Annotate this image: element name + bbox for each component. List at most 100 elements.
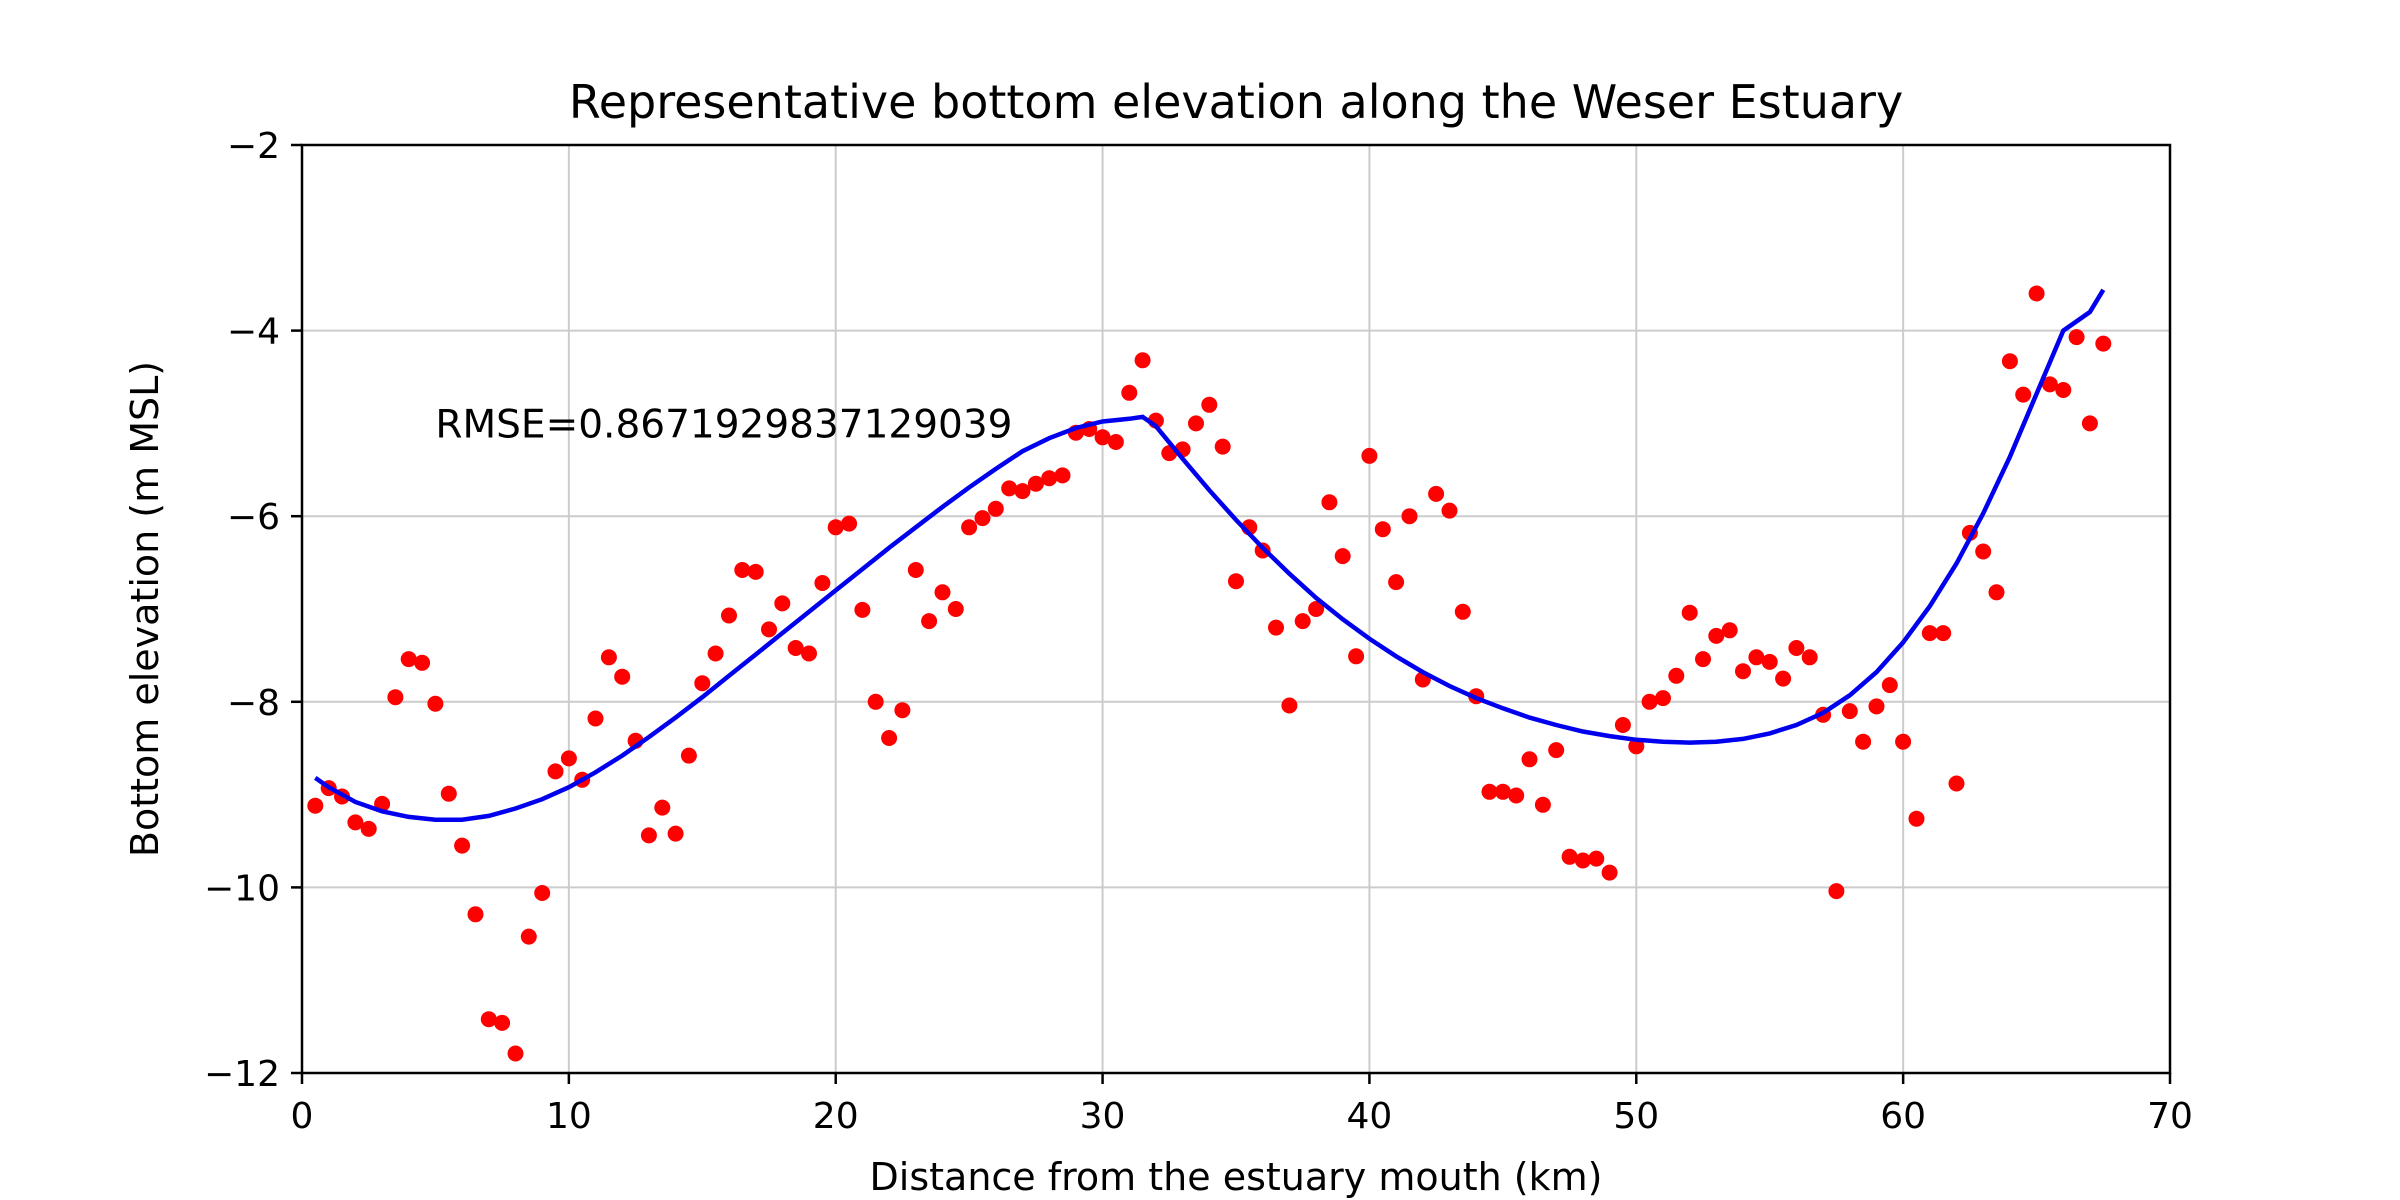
data-point [1868, 698, 1885, 715]
data-point [1294, 613, 1311, 630]
data-point [414, 654, 431, 671]
data-point [1908, 810, 1925, 827]
fit-line-layer [314, 288, 2106, 822]
data-point [1214, 438, 1231, 455]
data-point [1988, 584, 2005, 601]
data-point [480, 1011, 497, 1028]
data-point [1721, 622, 1738, 639]
data-point [1454, 603, 1471, 620]
data-point [881, 730, 898, 746]
data-point [1775, 670, 1792, 687]
data-point [347, 814, 364, 831]
x-tick-label: 70 [2147, 1096, 2193, 1137]
data-point [2055, 382, 2072, 398]
data-point [854, 601, 871, 618]
data-point [1494, 783, 1511, 800]
data-point [1975, 543, 1992, 560]
data-point [1548, 742, 1565, 759]
data-point [1641, 693, 1658, 710]
data-point [747, 563, 764, 580]
x-axis-label: Distance from the estuary mouth (km) [870, 1155, 1603, 1199]
data-point [1188, 415, 1204, 432]
data-point [1107, 434, 1124, 450]
data-point [2095, 335, 2112, 352]
data-point [787, 640, 804, 656]
data-point [1601, 864, 1618, 881]
data-point [1374, 521, 1391, 538]
data-point [987, 500, 1004, 517]
x-tick-label: 10 [546, 1096, 592, 1137]
data-point [1668, 667, 1685, 684]
data-point [774, 595, 791, 612]
data-point [1428, 485, 1445, 502]
data-point [1588, 850, 1605, 867]
data-point [2028, 285, 2045, 302]
data-point [1094, 429, 1111, 446]
data-point [1948, 775, 1965, 792]
data-point [1054, 467, 1071, 484]
data-point [1561, 848, 1578, 865]
data-point [1655, 690, 1671, 707]
data-point [587, 710, 604, 727]
data-point [1788, 640, 1805, 656]
data-point [1921, 625, 1938, 642]
data-point [1134, 352, 1151, 369]
data-point [1801, 649, 1818, 666]
data-point [894, 702, 911, 719]
plot-frame [300, 143, 2172, 1075]
y-tick-label: −6 [227, 497, 280, 538]
data-point [1308, 601, 1325, 617]
data-point [640, 827, 657, 844]
data-point [761, 621, 777, 638]
data-point [867, 693, 884, 710]
data-point [400, 651, 417, 668]
fit-line [314, 288, 2106, 822]
data-point [467, 906, 484, 923]
axis-ticks: 0 10 20 30 40 50 60 70 −12 −10 −8 −6 −4 −2 [204, 126, 2193, 1137]
data-point [2068, 329, 2085, 346]
data-point [1881, 677, 1898, 694]
data-point [1761, 653, 1778, 670]
x-tick-label: 60 [1880, 1096, 1926, 1137]
data-point [1348, 648, 1365, 665]
data-point [1935, 625, 1952, 642]
data-point [1041, 470, 1058, 487]
data-point [907, 562, 924, 578]
x-tick-label: 30 [1080, 1096, 1126, 1137]
x-tick-label: 40 [1347, 1096, 1393, 1137]
data-point [1027, 475, 1044, 492]
data-point [2081, 415, 2098, 432]
data-point [1695, 651, 1711, 668]
data-point [454, 837, 471, 854]
data-point [721, 607, 737, 624]
x-tick-label: 0 [291, 1096, 314, 1137]
data-point [614, 668, 631, 685]
data-point [360, 820, 377, 837]
data-point [520, 928, 537, 945]
data-point [1321, 494, 1338, 511]
data-point [1281, 697, 1298, 714]
y-axis-label: Bottom elevation (m MSL) [123, 361, 167, 857]
y-tick-label: −8 [227, 683, 280, 724]
data-point [1001, 480, 1018, 497]
data-point [921, 613, 938, 630]
data-point [440, 785, 457, 802]
data-point [1895, 733, 1912, 750]
data-point [934, 584, 951, 601]
data-point [1748, 649, 1765, 666]
data-point [734, 562, 751, 578]
data-point [814, 575, 831, 591]
data-point [1708, 627, 1725, 644]
data-point [1201, 396, 1218, 413]
scatter-points [307, 285, 2112, 1062]
data-point [2041, 376, 2058, 393]
data-point [961, 519, 978, 536]
data-point [534, 885, 551, 901]
data-point [307, 797, 324, 814]
data-point [2001, 353, 2018, 370]
data-point [947, 601, 964, 617]
y-tick-label: −4 [227, 312, 280, 353]
data-point [1441, 502, 1458, 519]
